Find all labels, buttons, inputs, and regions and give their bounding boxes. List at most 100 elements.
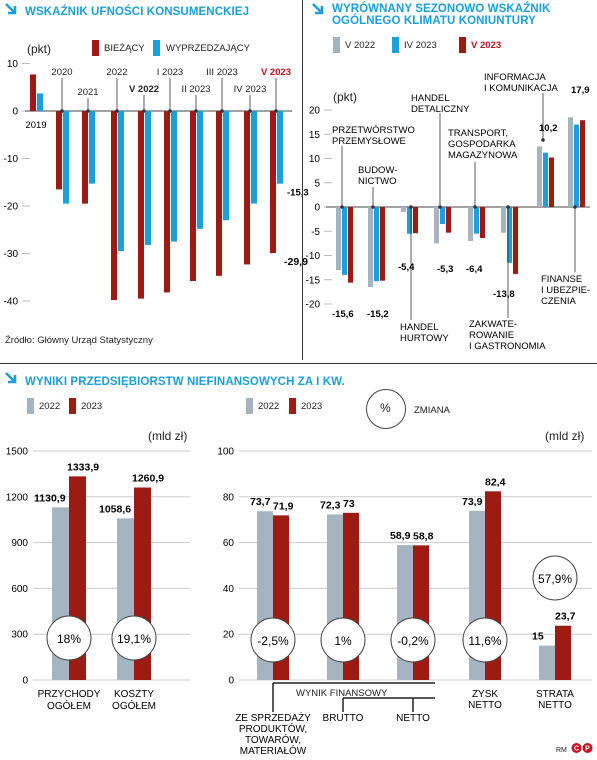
y-tick-label: 600 — [11, 584, 28, 595]
panel3-unit-left: (mld zł) — [148, 429, 188, 443]
category-label: BUDOW-NICTWO — [358, 165, 397, 187]
bar-2022 — [539, 645, 555, 680]
bar-iv2023 — [342, 207, 347, 275]
legend-label-current: BIEŻĄCY — [104, 43, 145, 54]
panel3-title: WYNIKI PRZEDSIĘBIORSTW NIEFINANSOWYCH ZA… — [25, 376, 345, 388]
bar-v2022 — [537, 146, 542, 207]
change-circle — [532, 555, 578, 601]
category-leader-dot — [248, 109, 252, 113]
bar-leading — [277, 111, 283, 184]
value-label: 71,9 — [273, 500, 294, 512]
bar-current — [138, 111, 144, 299]
category-label: V 2022 — [129, 84, 159, 95]
legend-swatch-v2023 — [459, 37, 466, 53]
category-label: 2020 — [51, 67, 72, 78]
value-label: -15,2 — [367, 309, 389, 320]
change-legend-circle — [366, 389, 406, 429]
y-tick-label: -15 — [306, 275, 321, 286]
value-label: 15 — [532, 631, 544, 643]
y-tick-label: 15 — [309, 130, 321, 141]
bar-current — [190, 111, 196, 282]
y-tick-label: 20 — [309, 106, 321, 117]
value-label: 1058,6 — [99, 503, 131, 515]
value-label: 73,9 — [462, 496, 483, 508]
legend-label-iv2023: IV 2023 — [404, 40, 437, 51]
bar-v2023 — [580, 120, 585, 207]
category-label: IV 2023 — [234, 84, 267, 95]
panel-divider — [302, 0, 303, 360]
category-leader-dot — [438, 205, 442, 209]
bar-v2023 — [549, 157, 554, 207]
bar-current — [270, 111, 276, 254]
category-leader-dot — [220, 109, 224, 113]
panel3-unit-right: (mld zł) — [545, 429, 585, 443]
change-circle — [250, 617, 296, 663]
legend-label-2023: 2023 — [81, 401, 103, 412]
y-tick-label: 20 — [223, 630, 235, 641]
category-label: ZYSK NETTO — [468, 689, 502, 711]
bar-iv2023 — [474, 207, 479, 234]
category-leader-dot — [142, 109, 146, 113]
bar-iv2023 — [407, 207, 412, 234]
category-leader-dot — [86, 109, 90, 113]
value-label: 17,9 — [571, 85, 590, 96]
value-label: 73,7 — [250, 496, 271, 508]
bar-leading — [63, 111, 69, 204]
change-circle — [46, 615, 92, 661]
bar-v2022 — [568, 117, 573, 207]
legend-label-v2022: V 2022 — [345, 40, 376, 51]
y-tick-label: 10 — [309, 154, 321, 165]
category-label: 2021 — [77, 87, 98, 98]
bar-current — [111, 111, 117, 301]
y-tick-label: -30 — [4, 249, 19, 260]
category-leader-dot — [506, 205, 510, 209]
bar-v2023 — [480, 207, 485, 239]
y-tick-label: 100 — [217, 447, 234, 458]
category-leader-dot — [541, 138, 545, 142]
legend-label-leading: WYPRZEDZAJĄCY — [166, 43, 250, 54]
legend-swatch-2023-right — [289, 398, 296, 414]
value-label: -5,3 — [437, 264, 453, 275]
bar-v2023 — [413, 207, 418, 234]
category-label: 2022 — [106, 67, 127, 78]
category-label: I 2023 — [157, 67, 183, 78]
category-leader-dot — [194, 109, 198, 113]
value-label: -5,4 — [398, 262, 415, 273]
bar-v2023 — [348, 207, 353, 283]
svg-text:C: C — [574, 746, 579, 753]
change-value: 18% — [57, 632, 81, 646]
bar-v2022 — [501, 207, 506, 233]
category-leader-dot — [168, 109, 172, 113]
bar-leading — [251, 111, 257, 204]
y-tick-label: 900 — [11, 538, 28, 549]
y-tick-label: 0 — [228, 676, 234, 687]
y-tick-label: -5 — [311, 227, 320, 238]
value-label: 1130,9 — [34, 492, 66, 504]
value-label: 58,8 — [413, 530, 434, 542]
category-label: PRZETWÓRSTWO PRZEMYSŁOWE — [332, 125, 415, 147]
legend-swatch-current — [92, 40, 99, 56]
change-value: -2,5% — [257, 634, 289, 648]
bar-v2022 — [468, 207, 473, 241]
bar-current — [164, 111, 170, 293]
bar-v2023 — [513, 207, 518, 274]
bar-current — [56, 111, 62, 190]
value-label: -15,3 — [287, 188, 309, 199]
legend-swatch-2022 — [27, 398, 34, 414]
category-label: ZE SPRZEDAŻY PRODUKTÓW, TOWARÓW, MATERIAŁÓW — [235, 711, 311, 757]
bar-v2022 — [336, 207, 341, 271]
y-tick-label: 60 — [223, 538, 235, 549]
legend-label-2022: 2022 — [39, 401, 61, 412]
panel2-unit: (pkt) — [333, 90, 357, 104]
y-tick-label: 5 — [314, 178, 320, 189]
category-label: OGÓŁEM — [47, 699, 91, 712]
financial-result-group-label: WYNIK FINANSOWY — [296, 688, 388, 699]
change-value: 1% — [334, 634, 352, 648]
change-circle — [111, 615, 157, 661]
category-label: PRZYCHODY — [38, 689, 101, 700]
change-circle — [320, 617, 366, 663]
category-label: III 2023 — [206, 67, 238, 78]
